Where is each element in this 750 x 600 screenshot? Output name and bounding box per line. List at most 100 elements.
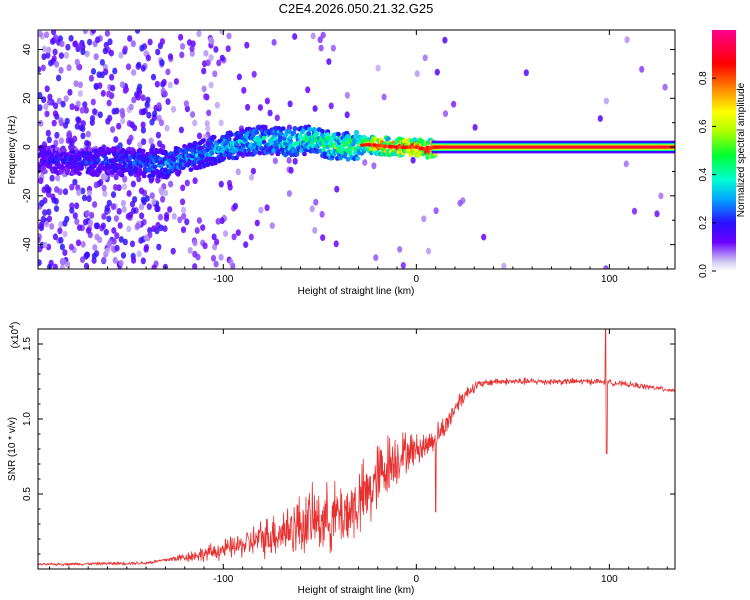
spectrogram-noise-cell [167, 81, 173, 89]
spectrogram-noise-cell [110, 126, 116, 133]
spectrogram-noise-cell [218, 180, 224, 188]
spectrogram-noise-cell [49, 174, 55, 182]
spectrogram-noise-cell [38, 236, 41, 244]
spectrogram-noise-cell [274, 114, 280, 122]
spectrogram-noise-cell [624, 36, 630, 44]
spectrogram-noise-cell [272, 157, 278, 165]
spectrogram-noise-cell [88, 219, 94, 227]
spectrogram-xtick-label: -100 [213, 274, 233, 285]
spectrogram-ridge-cell [302, 151, 307, 157]
spectrogram-noise-cell [140, 257, 146, 265]
spectrogram-noise-cell [110, 84, 116, 92]
spectrogram-noise-cell [129, 240, 136, 248]
spectrogram-ridge-cell [176, 169, 182, 175]
spectrogram-noise-cell [414, 70, 420, 78]
snr-ytick-label: 1.0 [22, 412, 33, 426]
spectrogram-noise-cell [264, 204, 270, 212]
spectrogram-noise-cell [107, 38, 113, 46]
spectrogram-noise-cell [180, 206, 187, 214]
spectrogram-noise-cell [62, 188, 69, 196]
spectrogram-noise-cell [203, 50, 209, 57]
spectrogram-noise-cell [49, 223, 55, 230]
spectrogram-noise-cell [53, 205, 60, 213]
spectrogram-noise-cell [94, 233, 100, 241]
spectrogram-noise-cell [288, 166, 294, 174]
spectrogram-noise-cell [46, 46, 52, 54]
spectrogram-noise-cell [92, 244, 98, 251]
spectrogram-ridge-cell [163, 167, 168, 173]
spectrogram-noise-cell [472, 124, 478, 131]
spectrogram-noise-cell [57, 35, 64, 43]
spectrogram-noise-cell [110, 245, 116, 253]
spectrogram-noise-cell [190, 111, 196, 118]
spectrogram-noise-cell [66, 131, 72, 139]
spectrogram-ridge-cell [140, 148, 146, 154]
spectrogram-noise-cell [58, 117, 64, 124]
spectrogram-noise-cell [126, 190, 132, 197]
spectrogram-noise-cell [410, 156, 416, 164]
spectrogram-noise-cell [326, 58, 332, 65]
spectrogram-noise-cell [111, 237, 117, 245]
spectrogram-noise-cell [178, 126, 184, 134]
spectrogram-noise-cell [371, 162, 377, 170]
spectrogram-ytick-label: -40 [22, 237, 33, 252]
colorbar: 0.0 0.2 0.4 0.6 0.8 Normalized spectral ampl… [698, 30, 747, 278]
spectrogram-noise-cell [214, 101, 220, 109]
spectrogram-noise-cell [196, 217, 202, 224]
spectrogram-noise-cell [74, 58, 80, 66]
spectrogram-noise-cell [47, 93, 53, 101]
spectrogram-noise-cell [235, 229, 241, 237]
spectrogram-noise-cell [126, 225, 132, 233]
spectrogram-noise-cell [623, 160, 629, 168]
spectrogram-noise-cell [41, 53, 47, 61]
spectrogram-noise-cell [141, 198, 147, 206]
spectrogram-noise-cell [117, 222, 123, 229]
spectrogram-noise-cell [79, 106, 85, 114]
spectrogram-noise-cell [42, 209, 48, 217]
spectrogram-ridge-cell [188, 167, 194, 173]
spectrogram-noise-cell [44, 110, 50, 118]
spectrogram-noise-cell [140, 121, 146, 129]
spectrogram-noise-cell [101, 184, 107, 192]
spectrogram-noise-cell [109, 92, 115, 99]
spectrogram-noise-cell [131, 256, 137, 264]
spectrogram-noise-cell [58, 52, 64, 59]
spectrogram-noise-cell [194, 227, 200, 234]
spectrogram-noise-cell [218, 119, 224, 127]
spectrogram-noise-cell [74, 202, 80, 210]
spectrogram-ridge-cell [261, 135, 267, 141]
spectrogram-noise-cell [177, 216, 183, 224]
spectrogram-noise-cell [75, 100, 81, 108]
spectrogram-noise-cell [57, 227, 63, 235]
spectrogram-ridge-cell [87, 147, 93, 152]
spectrogram-noise-cell [118, 236, 124, 243]
spectrogram-noise-cell [104, 30, 110, 37]
spectrogram-noise-cell [128, 103, 134, 111]
spectrogram-noise-cell [136, 61, 142, 69]
spectrogram-noise-cell [658, 192, 664, 200]
spectrogram-noise-cell [183, 100, 189, 108]
spectrogram-ridge-cell [171, 157, 177, 163]
spectrogram-noise-cell [139, 212, 145, 220]
spectrogram-noise-cell [202, 242, 208, 250]
spectrogram-noise-cell [141, 138, 147, 146]
spectrogram-ridge-cell [280, 126, 286, 131]
spectrogram-noise-cell [603, 97, 610, 105]
spectrogram-noise-cell [39, 199, 45, 207]
spectrogram-noise-cell [81, 194, 88, 202]
spectrogram-noise-cell [80, 132, 86, 140]
spectrogram-noise-cell [40, 64, 46, 72]
spectrogram-noise-cell [264, 97, 270, 105]
spectrogram-noise-cell [180, 198, 186, 206]
snr-multiplier-exponent: 4 [9, 325, 16, 329]
spectrogram-noise-cell [219, 30, 225, 35]
spectrogram-noise-cell [59, 40, 65, 48]
spectrogram-noise-cell [106, 99, 112, 107]
spectrogram-ridge-cell [254, 130, 260, 135]
spectrogram-noise-cell [38, 30, 43, 38]
spectrogram-noise-cell [92, 108, 98, 115]
spectrogram-noise-cell [90, 30, 97, 34]
spectrogram-noise-cell [152, 110, 158, 118]
spectrogram-noise-cell [52, 48, 58, 56]
spectrogram-noise-cell [108, 49, 114, 57]
